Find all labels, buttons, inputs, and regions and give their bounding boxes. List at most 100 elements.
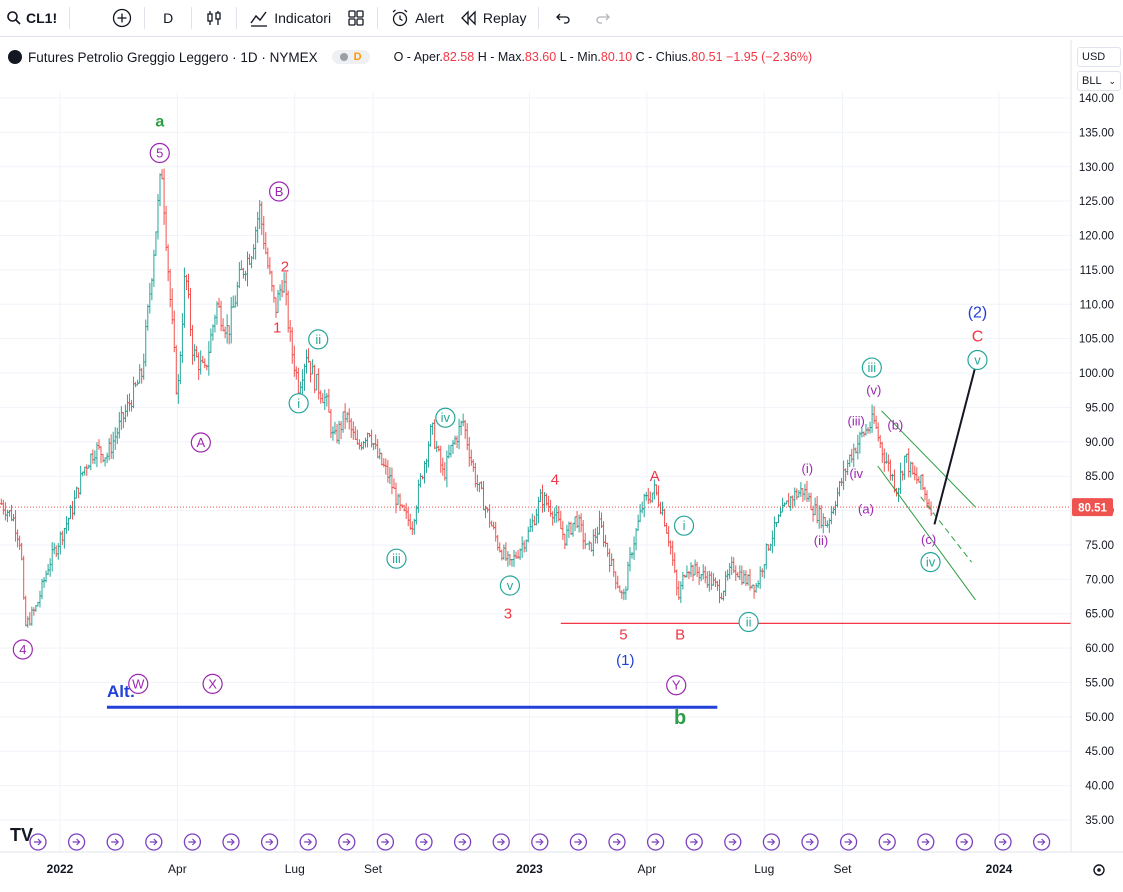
currency-select[interactable]: USD: [1077, 47, 1121, 67]
event-marker-arrow: [613, 838, 621, 846]
price-tick-label: 95.00: [1085, 402, 1114, 414]
event-marker-arrow: [111, 838, 120, 846]
replay-button[interactable]: Replay: [452, 0, 535, 36]
ohlc-values: O - Aper.82.58 H - Max.83.60 L - Min.80.…: [394, 50, 813, 64]
price-tick-label: 135.00: [1079, 127, 1114, 139]
plus-circle-icon: [112, 8, 132, 28]
chart-type-button[interactable]: [196, 0, 232, 36]
open-value: 82.58: [442, 50, 475, 64]
top-toolbar: CL1! D Indicatori Alert Replay: [0, 0, 1123, 37]
event-marker-ring: [222, 833, 240, 851]
wave-label-text: B: [675, 626, 685, 643]
wave-label-ring: [269, 181, 290, 202]
compare-symbol-button[interactable]: [104, 0, 140, 36]
wave-label-ring: [967, 349, 988, 371]
event-marker-icon: [29, 833, 47, 851]
wave-label-text: v: [974, 352, 981, 367]
event-marker-icon: [145, 833, 163, 851]
wave-label-text: a: [155, 113, 164, 130]
grid-icon: [348, 10, 364, 26]
wave-label-ring: [738, 611, 759, 633]
event-marker-icon: [801, 833, 819, 851]
event-marker-icon: [492, 833, 510, 851]
close-label: C - Chius.: [635, 50, 692, 64]
event-marker-icon: [106, 833, 124, 851]
layouts-button[interactable]: [339, 0, 373, 36]
event-marker-icon: [453, 833, 472, 851]
wave-label-ring: [202, 673, 223, 694]
price-tick-label: 35.00: [1085, 815, 1114, 827]
indicators-button[interactable]: Indicatori: [241, 0, 339, 36]
tradingview-logo: TV: [10, 825, 33, 845]
price-tick-label: 85.00: [1085, 471, 1114, 483]
wave-label-circle: 4: [12, 639, 33, 660]
data-delay-badge: D: [353, 51, 362, 63]
symbol-search-button[interactable]: CL1!: [0, 0, 65, 36]
rewind-icon: [460, 10, 476, 26]
time-tick-label: Apr: [168, 862, 187, 876]
event-marker-icon: [994, 833, 1012, 851]
unit-select[interactable]: BLL ⌄: [1077, 71, 1121, 91]
price-tick-label: 110.00: [1080, 299, 1114, 311]
wave-label-circle: i: [288, 393, 309, 414]
chart-title[interactable]: Futures Petrolio Greggio Leggero · 1D · …: [28, 49, 318, 65]
wave-label-circle: ii: [308, 329, 329, 350]
drawing-lines: Alt:: [0, 365, 1071, 709]
wave-label-ring: [673, 515, 695, 536]
wave-label-circle: ii: [738, 611, 759, 633]
wave-label-ring: [308, 329, 329, 350]
wave-label-text: (1): [616, 652, 634, 669]
separator: [236, 7, 238, 29]
price-tick-label: 55.00: [1085, 677, 1114, 689]
wave-label-circle: iii: [386, 548, 407, 569]
event-marker-icon: [260, 833, 279, 851]
time-tick-label: Lug: [754, 862, 774, 876]
alert-button[interactable]: Alert: [382, 0, 452, 36]
redo-button[interactable]: [583, 0, 623, 36]
event-marker-icon: [415, 833, 433, 851]
undo-icon: [556, 13, 571, 24]
replay-label: Replay: [482, 10, 527, 26]
event-marker-arrow: [497, 838, 506, 846]
gear-hub: [1097, 868, 1101, 872]
wave-label-text: b: [674, 707, 686, 729]
wave-label-circle: i: [673, 515, 695, 536]
alert-label: Alert: [415, 10, 444, 26]
wave-label-text: A: [197, 435, 206, 450]
undo-button[interactable]: [543, 0, 583, 36]
market-status-pill[interactable]: D: [331, 50, 370, 64]
event-marker-arrow: [227, 838, 235, 846]
wave-label-text: ii: [746, 614, 752, 629]
price-tick-label: 65.00: [1085, 609, 1114, 621]
event-marker-arrow: [265, 838, 274, 846]
wave-label-text: Y: [672, 678, 681, 693]
event-marker-icon: [685, 833, 703, 851]
wave-label-circle: A: [190, 432, 211, 453]
separator: [69, 7, 71, 29]
wave-label-text: (a): [858, 502, 874, 517]
redo-icon: [596, 13, 611, 24]
wave-label-text: (2): [968, 305, 988, 322]
wave-label-text: i: [297, 396, 300, 411]
time-tick-label: Set: [364, 862, 383, 876]
wave-label-text: (iii): [848, 413, 865, 428]
event-marker-ring: [453, 833, 472, 851]
wave-label-text: ii: [315, 332, 321, 347]
wave-label-text: B: [275, 184, 284, 199]
interval-button[interactable]: D: [163, 10, 174, 26]
event-marker-arrow: [960, 838, 969, 846]
event-marker-arrow: [806, 838, 814, 846]
wave-label-ring: [128, 673, 149, 694]
candles: [0, 168, 933, 628]
wave-label-text: (i): [802, 461, 814, 476]
low-label: L - Min.: [559, 50, 601, 64]
wave-label-text: 5: [619, 626, 627, 643]
event-marker-ring: [299, 833, 317, 851]
event-marker-arrow: [188, 838, 197, 846]
event-marker-icon: [222, 833, 240, 851]
price-tick-label: 105.00: [1079, 334, 1114, 346]
event-marker-arrow: [883, 838, 892, 846]
event-marker-icon: [762, 833, 781, 851]
event-marker-icon: [724, 833, 742, 851]
